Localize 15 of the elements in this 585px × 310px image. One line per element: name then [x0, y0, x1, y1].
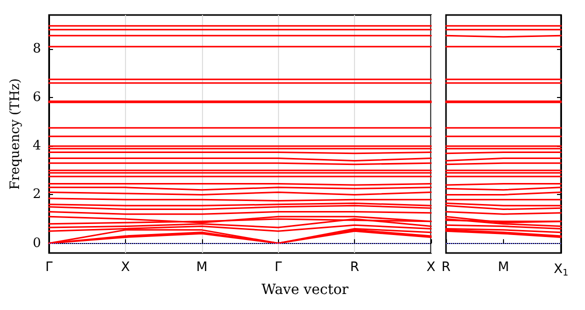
x-tick-label: X: [120, 260, 130, 275]
x-axis-title: Wave vector: [262, 282, 349, 298]
y-axis-title: Frequency (THz): [8, 78, 23, 190]
x-tick-label: M: [498, 260, 510, 275]
x-tick-label: Γ: [274, 260, 283, 275]
y-tick-label: 6: [32, 90, 41, 106]
y-tick-label: 0: [32, 236, 41, 251]
x-tick-label: R: [441, 260, 451, 275]
y-tick-label: 8: [32, 42, 41, 56]
y-tick-label: 2: [32, 187, 41, 202]
x-tick-label: Γ: [45, 260, 54, 275]
x-tick-label: M: [196, 260, 208, 275]
y-tick-label: 4: [32, 138, 41, 154]
x-tick-label: R: [350, 260, 360, 275]
x-tick-label: X: [426, 260, 436, 275]
